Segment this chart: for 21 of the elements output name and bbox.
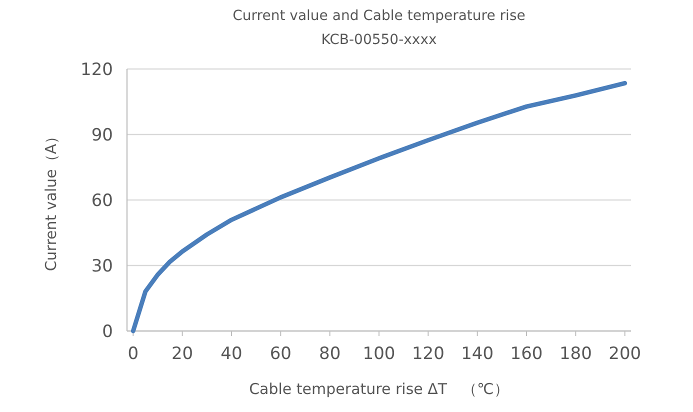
x-tick-label: 20 — [171, 344, 194, 364]
x-tick-label: 100 — [362, 344, 396, 364]
y-tick-label: 30 — [91, 256, 113, 276]
x-tick-label: 200 — [608, 344, 642, 364]
x-tick-label: 0 — [128, 344, 139, 364]
y-axis-title: Current value（A） — [42, 128, 60, 272]
y-tick-label: 0 — [102, 322, 113, 342]
x-tick-label: 160 — [510, 344, 543, 364]
line-series — [130, 80, 628, 334]
chart-subtitle: KCB-00550-xxxx — [321, 32, 437, 48]
y-tick-label: 60 — [91, 191, 113, 211]
chart-title: Current value and Cable temperature rise — [232, 8, 526, 24]
x-tick-label: 180 — [559, 344, 592, 364]
y-tick-label: 90 — [91, 126, 113, 146]
y-tick-label: 120 — [80, 60, 113, 80]
x-tick-label: 60 — [270, 344, 292, 364]
x-axis-title: Cable temperature rise ΔT （℃） — [249, 380, 509, 398]
x-tick-label: 140 — [461, 344, 494, 364]
x-tick-label: 120 — [412, 344, 444, 364]
x-tick-label: 80 — [319, 344, 341, 364]
x-tick-label: 40 — [220, 344, 242, 364]
